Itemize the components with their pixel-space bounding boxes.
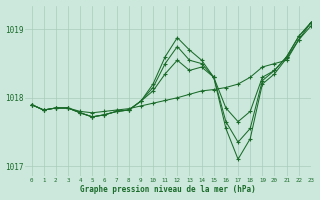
X-axis label: Graphe pression niveau de la mer (hPa): Graphe pression niveau de la mer (hPa) — [80, 185, 256, 194]
